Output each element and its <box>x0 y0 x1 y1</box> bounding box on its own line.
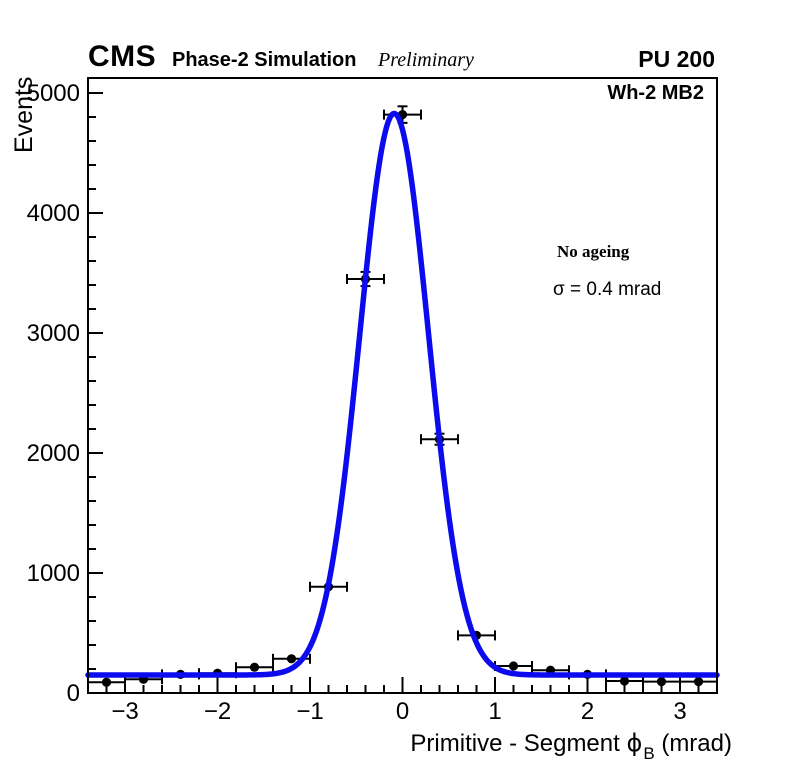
x-tick-label: −1 <box>296 698 323 725</box>
phi-subscript: B <box>643 744 655 763</box>
x-axis-ticks <box>105 677 700 693</box>
x-tick-label: 3 <box>673 698 686 725</box>
data-point-marker <box>619 676 630 686</box>
y-tick-label: 4000 <box>27 200 80 227</box>
x-tick-label: 2 <box>581 698 594 725</box>
x-tick-labels: −3 −2 −1 0 1 2 3 <box>111 698 686 725</box>
y-axis-ticks <box>88 92 103 670</box>
data-point-marker <box>101 677 112 687</box>
ageing-annotation: No ageing <box>557 242 630 261</box>
preliminary-label: Preliminary <box>378 49 474 71</box>
x-axis-title: Primitive - Segment ϕB (mrad) <box>410 729 732 763</box>
data-point-marker <box>286 654 297 664</box>
gaussian-fit-curve <box>85 110 720 678</box>
y-tick-label: 3000 <box>27 320 80 347</box>
y-tick-labels: 0 1000 2000 3000 4000 5000 <box>27 80 80 707</box>
y-tick-label: 2000 <box>27 440 80 467</box>
x-tick-label: −2 <box>204 698 231 725</box>
data-point-marker <box>508 661 519 671</box>
phi-symbol: ϕ <box>626 729 643 757</box>
x-tick-label: −3 <box>111 698 138 725</box>
pileup-label: PU 200 <box>638 46 715 72</box>
data-points <box>87 105 718 688</box>
data-point-marker <box>249 662 260 672</box>
data-point-marker <box>656 677 667 687</box>
x-tick-label: 1 <box>488 698 501 725</box>
x-axis-title-text: Primitive - Segment <box>410 730 627 757</box>
x-axis-unit: (mrad) <box>654 730 732 757</box>
y-tick-label: 1000 <box>27 560 80 587</box>
simulation-label: Phase-2 Simulation <box>172 49 357 71</box>
x-tick-label: 0 <box>396 698 409 725</box>
plot-frame <box>87 77 718 694</box>
y-tick-label: 5000 <box>27 80 80 107</box>
cms-logo-label: CMS <box>88 40 157 73</box>
data-point-marker <box>693 677 704 687</box>
y-tick-label: 0 <box>67 680 80 707</box>
y-axis-title: Events <box>10 76 38 153</box>
wheel-station-label: Wh-2 MB2 <box>607 82 704 104</box>
sigma-annotation: σ = 0.4 mrad <box>553 279 662 300</box>
